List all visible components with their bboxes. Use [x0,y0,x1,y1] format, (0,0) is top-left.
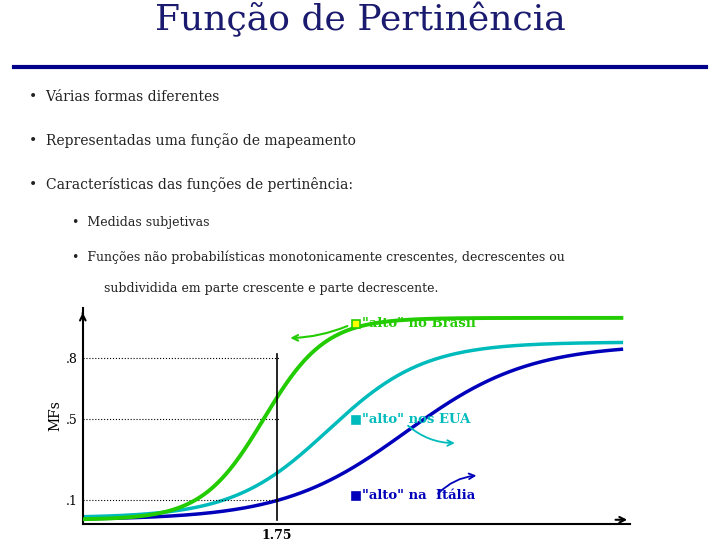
Text: •  Representadas uma função de mapeamento: • Representadas uma função de mapeamento [29,133,356,148]
Text: Função de Pertinência: Função de Pertinência [155,2,565,37]
Text: •  Medidas subjetivas: • Medidas subjetivas [72,216,210,229]
Text: •  Funções não probabilísticas monotonicamente crescentes, decrescentes ou: • Funções não probabilísticas monotonica… [72,250,564,264]
Text: subdividida em parte crescente e parte decrescente.: subdividida em parte crescente e parte d… [104,282,438,295]
Text: •  Características das funções de pertinência:: • Características das funções de pertinê… [29,177,353,192]
Text: •  Várias formas diferentes: • Várias formas diferentes [29,90,219,104]
Bar [352,320,360,328]
Text: "alto" na  Itália: "alto" na Itália [362,489,475,502]
Bar [352,416,360,424]
Text: "alto" no Brasil: "alto" no Brasil [362,318,476,330]
Y-axis label: MFs: MFs [48,400,62,431]
Text: "alto" nos EUA: "alto" nos EUA [362,413,470,427]
Bar [352,491,360,500]
